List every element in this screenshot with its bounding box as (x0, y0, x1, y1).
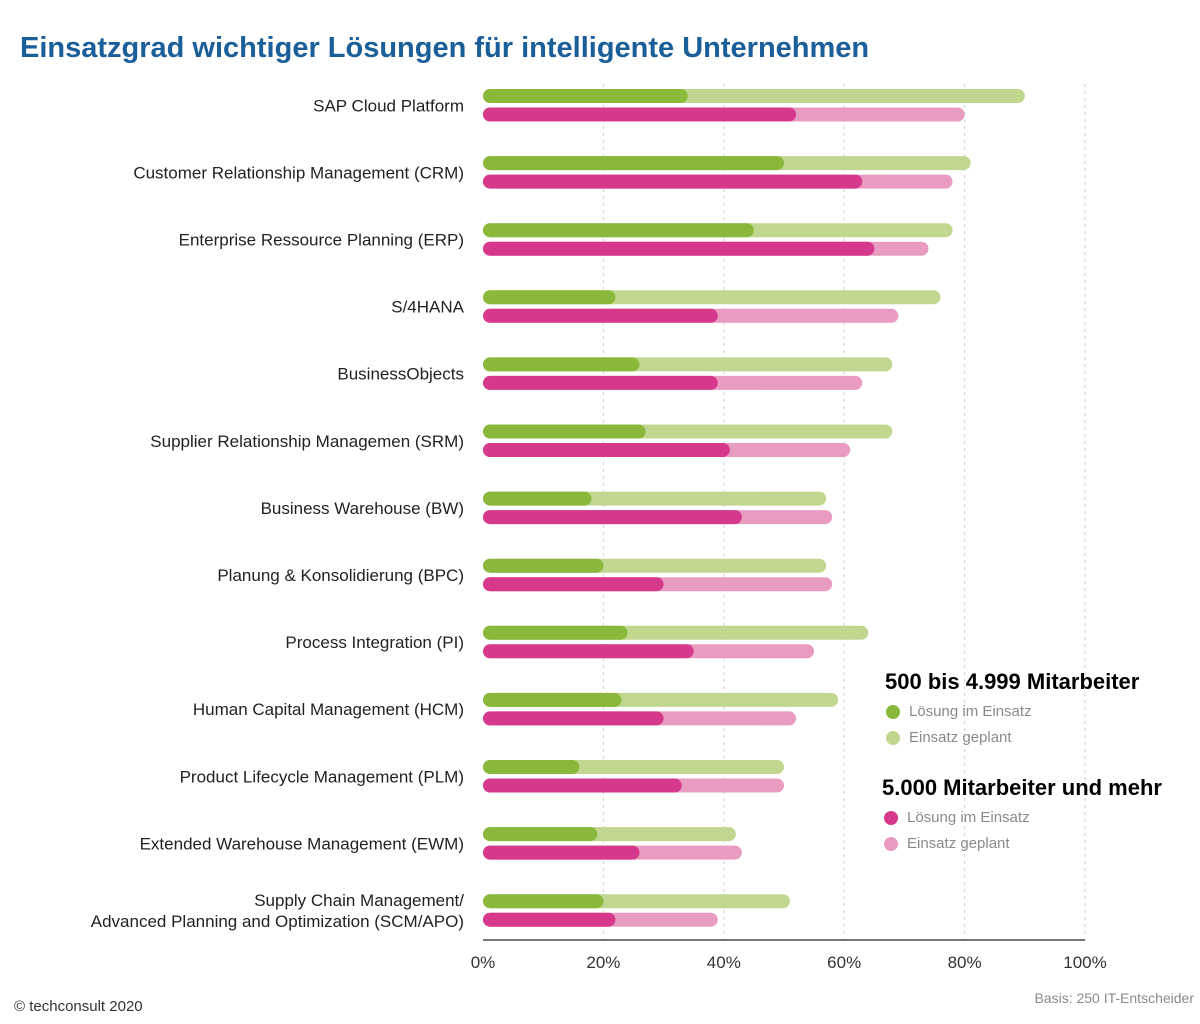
category-label: Extended Warehouse Management (EWM) (140, 834, 464, 853)
category-label: Process Integration (PI) (285, 633, 464, 652)
legend-label: Lösung im Einsatz (909, 703, 1032, 720)
category-label: Customer Relationship Management (CRM) (133, 163, 464, 182)
legend-item-group2-einsatz: Lösung im Einsatz (884, 809, 1030, 826)
category-label: S/4HANA (391, 298, 464, 317)
legend-swatch-pink-light (884, 836, 898, 851)
x-tick-label: 40% (707, 953, 741, 972)
legend-label: Einsatz geplant (907, 835, 1010, 852)
category-label: BusinessObjects (337, 365, 464, 384)
chart-title: Einsatzgrad wichtiger Lösungen für intel… (20, 32, 870, 64)
legend-item-group1-einsatz: Lösung im Einsatz (886, 703, 1032, 720)
legend-swatch-pink-dark (884, 810, 898, 825)
legend-swatch-green-light (886, 730, 900, 745)
category-label: Product Lifecycle Management (PLM) (180, 767, 464, 786)
copyright-note: © techconsult 2020 (14, 998, 143, 1015)
legend-group-2-title: 5.000 Mitarbeiter und mehr (882, 775, 1162, 800)
legend-label: Lösung im Einsatz (907, 809, 1030, 826)
category-label: Supply Chain Management/ (254, 891, 464, 910)
legend-group-1-title: 500 bis 4.999 Mitarbeiter (885, 669, 1140, 694)
category-label: Business Warehouse (BW) (261, 499, 464, 518)
legend-swatch-green-dark (886, 704, 900, 719)
category-label: Planung & Konsolidierung (BPC) (217, 566, 464, 585)
category-label: SAP Cloud Platform (313, 96, 464, 115)
legend-item-group1-geplant: Einsatz geplant (886, 729, 1012, 746)
x-tick-label: 80% (948, 953, 982, 972)
x-tick-label: 20% (586, 953, 620, 972)
x-tick-label: 60% (827, 953, 861, 972)
legend-label: Einsatz geplant (909, 729, 1012, 746)
legend-item-group2-geplant: Einsatz geplant (884, 835, 1010, 852)
basis-note: Basis: 250 IT-Entscheider (1034, 990, 1194, 1006)
category-label: Supplier Relationship Managemen (SRM) (150, 432, 464, 451)
category-label: Enterprise Ressource Planning (ERP) (179, 230, 464, 249)
category-label: Advanced Planning and Optimization (SCM/… (91, 912, 464, 931)
x-tick-label: 0% (471, 953, 496, 972)
x-tick-label: 100% (1063, 953, 1106, 972)
category-label: Human Capital Management (HCM) (193, 700, 464, 719)
